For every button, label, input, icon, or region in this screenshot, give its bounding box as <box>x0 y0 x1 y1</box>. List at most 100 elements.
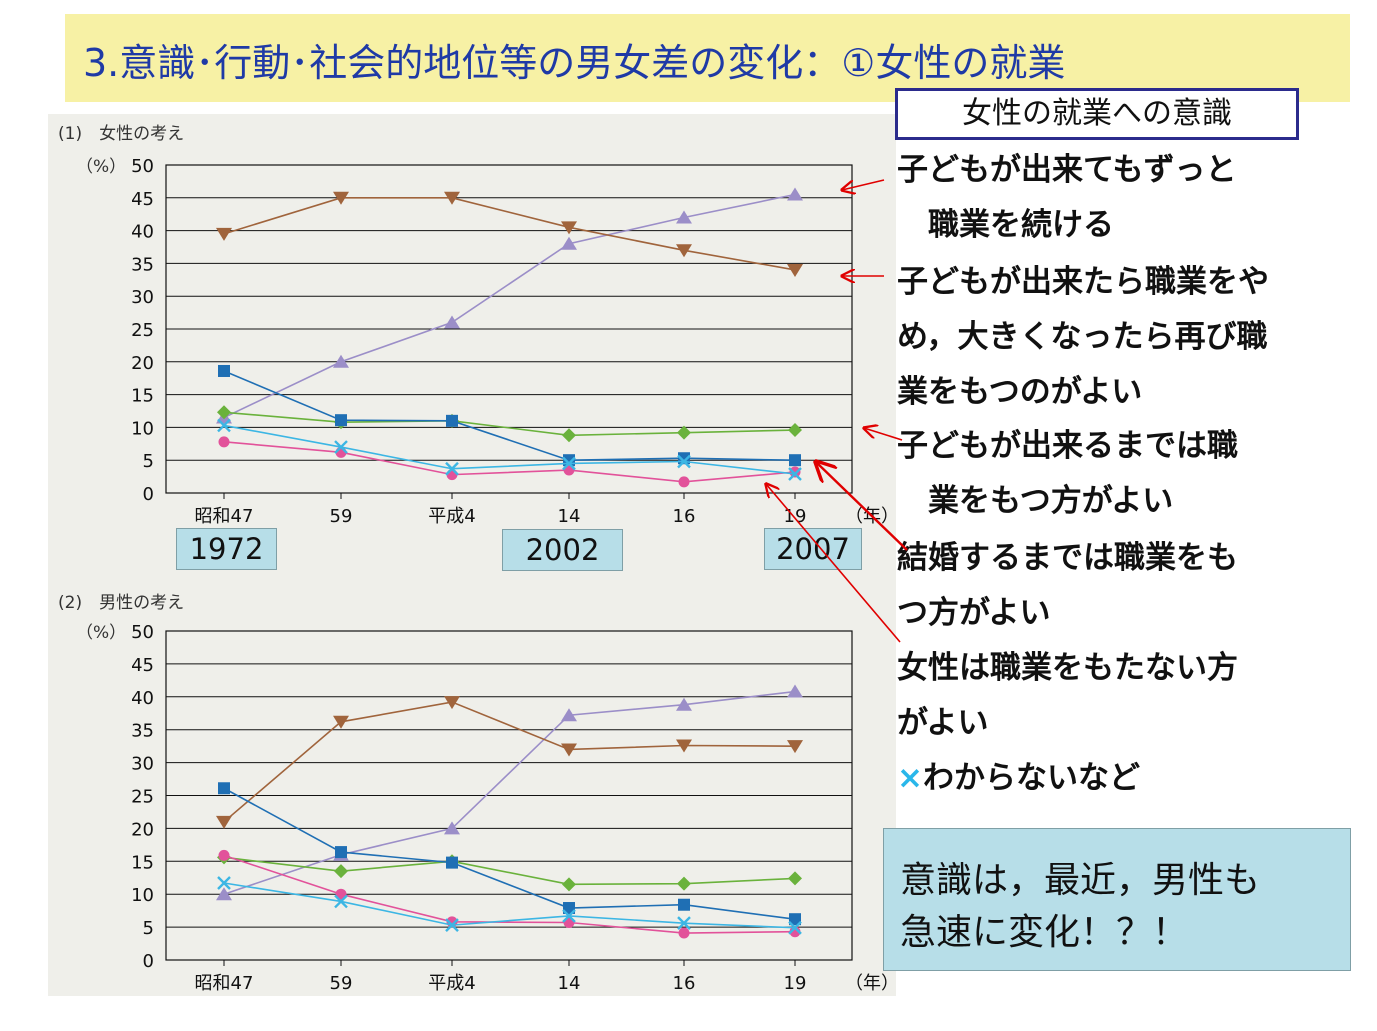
legend-line: がよい <box>897 705 989 741</box>
x-tick-label: 59 <box>330 973 353 994</box>
comment-line: 意識は，最近，男性も <box>900 860 1261 901</box>
series-quit_return <box>216 696 803 829</box>
y-tick-label: 25 <box>131 787 154 808</box>
data-point-until_marriage <box>789 454 801 467</box>
legend-line: 子どもが出来たら職業をや <box>897 264 1269 300</box>
x-axis-unit-label: （年） <box>845 506 896 527</box>
y-tick-label: 5 <box>143 451 154 472</box>
series-until_marriage <box>218 782 801 926</box>
legend-item-dont-know: ×わからないなど <box>897 751 1367 806</box>
data-point-quit_return <box>561 221 577 235</box>
y-tick-label: 10 <box>131 885 154 906</box>
women-chart: (1) 女性の考え （%） 0 5 10 15 20 25 30 35 40 45 50 昭和47 59 平成… <box>58 124 899 527</box>
legend-line: 業をもつ方がよい <box>897 483 1174 519</box>
data-point-keep_working <box>561 708 577 722</box>
x-tick-label: 19 <box>784 506 807 527</box>
legend-item-until-child: 子どもが出来るまでは職 業をもつ方がよい <box>897 419 1367 529</box>
legend-line: め，大きくなったら再び職 <box>897 319 1268 355</box>
data-point-until_marriage <box>335 414 347 427</box>
data-point-until_marriage <box>218 364 230 377</box>
y-tick-label: 35 <box>131 254 154 275</box>
y-tick-label: 0 <box>143 484 154 505</box>
series-dont_know <box>217 418 802 481</box>
series-keep_working <box>216 684 803 901</box>
plot-frame <box>165 630 853 961</box>
x-tick-label: 昭和47 <box>195 973 254 994</box>
data-point-until_child <box>788 423 802 438</box>
data-point-keep_working <box>787 187 803 201</box>
series-line <box>223 882 796 929</box>
plot-frame <box>165 164 853 494</box>
chart-panel-men: (2) 男性の考え （%） 0 5 10 15 20 25 30 35 40 45 50 昭和47 59 平成… <box>48 582 899 996</box>
slide-title: 3.意識･行動･社会的地位等の男女差の変化：①女性の就業 <box>83 41 1066 85</box>
x-tick-label: 昭和47 <box>195 506 254 527</box>
series-line <box>223 197 796 271</box>
x-tick-label: 59 <box>330 506 353 527</box>
data-point-quit_return <box>444 696 460 710</box>
data-point-dont_know <box>788 920 802 935</box>
legend-item-quit-return: 子どもが出来たら職業をや め，大きくなったら再び職 業をもつのがよい <box>897 255 1367 420</box>
data-point-dont_know <box>562 456 576 471</box>
x-tick-label: 19 <box>784 973 807 994</box>
data-point-until_child <box>677 876 691 891</box>
comment-line: 急速に変化！？！ <box>900 912 1189 953</box>
data-point-until_child <box>334 864 348 879</box>
chart-title: (2) 男性の考え <box>58 593 184 613</box>
legend-title: 女性の就業への意識 <box>895 88 1299 140</box>
y-tick-label: 35 <box>131 721 154 742</box>
series-keep_working <box>216 187 803 424</box>
data-point-quit_return <box>216 815 232 829</box>
x-tick-label: 14 <box>558 506 581 527</box>
x-axis-unit-label: （年） <box>845 973 896 994</box>
series-line <box>223 701 796 823</box>
data-point-until_child <box>788 871 802 886</box>
y-tick-label: 25 <box>131 320 154 341</box>
y-tick-label: 30 <box>131 754 154 775</box>
series-dont_know <box>217 876 802 935</box>
y-tick-label: 20 <box>131 819 154 840</box>
x-tick-label: 14 <box>558 973 581 994</box>
x-tick-label: 平成4 <box>428 506 475 527</box>
y-tick-label: 10 <box>131 418 154 439</box>
data-point-until_marriage <box>218 782 230 795</box>
legend-line: わからないなど <box>922 760 1140 796</box>
data-point-quit_return <box>561 743 577 757</box>
legend-line: つ方がよい <box>897 595 1051 631</box>
chart-title: (1) 女性の考え <box>58 124 184 144</box>
data-point-dont_know <box>217 876 231 890</box>
y-axis-unit-label: （%） <box>76 623 126 643</box>
y-tick-label: 0 <box>143 951 154 972</box>
y-axis-unit-label: （%） <box>76 157 126 177</box>
y-tick-label: 30 <box>131 287 154 308</box>
y-tick-label: 50 <box>131 156 154 177</box>
y-tick-label: 15 <box>131 852 154 873</box>
x-tick-label: 16 <box>673 973 696 994</box>
y-tick-label: 5 <box>143 918 154 939</box>
data-point-until_marriage <box>446 414 458 427</box>
legend-line: 女性は職業をもたない方 <box>897 650 1238 686</box>
data-point-keep_working <box>444 821 460 835</box>
y-tick-label: 40 <box>131 688 154 709</box>
legend-item-no-job: 女性は職業をもたない方 がよい <box>897 641 1367 751</box>
data-point-no_job <box>789 466 801 478</box>
data-point-until_child <box>217 405 231 420</box>
series-line <box>223 193 796 419</box>
chart-panel-women: (1) 女性の考え （%） 0 5 10 15 20 25 30 35 40 45 50 昭和47 59 平成… <box>48 114 899 582</box>
y-tick-label: 50 <box>131 622 154 643</box>
data-point-no_job <box>335 888 347 900</box>
data-point-until_child <box>677 425 691 440</box>
data-point-no_job <box>678 927 690 939</box>
data-point-dont_know <box>217 418 231 433</box>
year-box-2007: 2007 <box>764 528 862 570</box>
year-box-1972: 1972 <box>176 528 277 570</box>
data-point-keep_working <box>216 887 232 901</box>
y-tick-label: 45 <box>131 189 154 210</box>
y-tick-label: 20 <box>131 353 154 374</box>
data-point-until_marriage <box>563 902 575 915</box>
y-tick-label: 40 <box>131 222 154 243</box>
data-point-quit_return <box>787 263 803 277</box>
data-point-keep_working <box>676 210 692 224</box>
data-point-until_marriage <box>789 913 801 926</box>
legend-line: 職業を続ける <box>897 207 1114 243</box>
men-chart: (2) 男性の考え （%） 0 5 10 15 20 25 30 35 40 45 50 昭和47 59 平成… <box>58 593 899 994</box>
